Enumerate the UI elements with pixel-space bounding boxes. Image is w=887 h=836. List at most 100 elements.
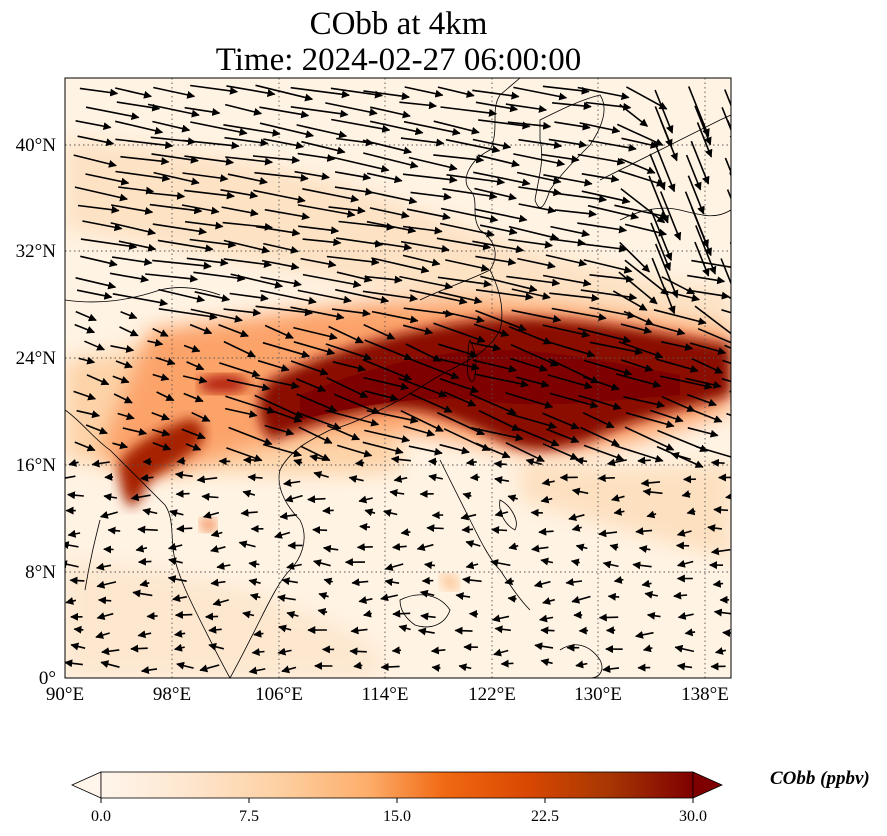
wind-arrow (513, 425, 560, 447)
colorbar-tick-label: 22.5 (531, 808, 559, 825)
wind-arrow (598, 529, 618, 538)
wind-arrow (300, 445, 331, 462)
wind-arrow (182, 139, 240, 150)
wind-arrow (609, 543, 619, 552)
wind-arrow (248, 560, 260, 569)
wind-arrow (362, 358, 413, 381)
wind-arrow (430, 646, 446, 655)
wind-arrow (583, 376, 620, 391)
x-tick-label: 122°E (468, 684, 516, 705)
wind-arrow (281, 665, 297, 674)
wind-arrow (589, 341, 644, 356)
wind-arrow (362, 139, 412, 155)
wind-arrow (644, 590, 658, 599)
wind-arrow (223, 308, 262, 317)
wind-arrow (135, 544, 148, 553)
wind-arrow (230, 273, 284, 289)
wind-arrow (115, 170, 171, 182)
wind-arrow (475, 309, 527, 332)
wind-arrow (255, 84, 314, 102)
wind-arrow (350, 626, 368, 635)
wind-arrow (393, 474, 408, 483)
wind-arrow (331, 308, 371, 317)
wind-arrow (76, 289, 113, 300)
wind-arrow (618, 271, 658, 305)
wind-arrow (552, 192, 607, 203)
wind-arrow (335, 237, 384, 248)
wind-arrow (176, 661, 194, 670)
wind-arrow (400, 240, 450, 253)
wind-arrow (462, 576, 482, 584)
wind-arrow (383, 509, 398, 517)
wind-arrow (354, 458, 365, 467)
wind-arrow (646, 611, 661, 620)
wind-arrow (494, 476, 510, 484)
wind-arrow (734, 327, 763, 337)
wind-arrow (685, 154, 702, 191)
wind-arrow (733, 138, 748, 176)
wind-arrow (259, 122, 314, 139)
wind-arrow (433, 120, 480, 135)
wind-arrow (189, 323, 213, 335)
wind-arrow (533, 580, 551, 588)
wind-arrow (730, 205, 731, 207)
wind-arrow (353, 661, 363, 670)
wind-arrow (73, 154, 117, 168)
wind-arrow (398, 377, 448, 398)
wind-arrow (167, 575, 187, 583)
figure-title: CObb at 4km (309, 6, 488, 42)
wind-arrow (443, 391, 477, 407)
wind-arrow (518, 138, 563, 149)
wind-arrow (80, 238, 138, 251)
wind-arrow (82, 220, 123, 232)
wind-arrow (95, 631, 110, 639)
wind-arrow (326, 255, 380, 266)
wind-arrow (613, 575, 624, 584)
wind-arrow (223, 239, 271, 254)
wind-arrow (362, 290, 418, 302)
wind-arrow (439, 358, 480, 371)
wind-arrow (597, 474, 615, 483)
wind-arrow (322, 506, 334, 515)
wind-arrow (122, 427, 148, 436)
wind-arrow (539, 614, 554, 623)
wind-arrow (111, 256, 153, 266)
wind-arrow (138, 557, 152, 566)
wind-arrow (641, 579, 652, 588)
wind-arrow (73, 390, 97, 401)
wind-arrow (290, 106, 349, 118)
wind-arrow (384, 563, 404, 571)
wind-arrow (297, 289, 352, 304)
wind-arrow (474, 373, 529, 388)
wind-arrow (691, 357, 724, 374)
wind-arrow (540, 658, 553, 667)
wind-arrow (68, 458, 79, 467)
wind-arrow (183, 392, 204, 403)
wind-arrow (238, 540, 256, 549)
wind-arrow (116, 101, 161, 112)
wind-arrow (364, 339, 413, 361)
wind-arrow (278, 624, 292, 633)
wind-arrow (542, 597, 556, 605)
wind-arrow (300, 257, 337, 268)
wind-arrow (366, 409, 419, 424)
wind-arrow (205, 612, 219, 621)
wind-arrow (240, 508, 258, 517)
wind-arrow (646, 510, 657, 519)
wind-arrow (472, 359, 517, 373)
wind-arrow (399, 275, 453, 290)
wind-arrow (602, 560, 619, 569)
wind-arrow (477, 154, 520, 168)
wind-arrow (115, 120, 164, 135)
wind-arrow (392, 542, 407, 551)
wind-arrow (186, 257, 229, 267)
wind-arrow (694, 105, 712, 146)
wind-arrow (424, 561, 436, 570)
wind-arrow (402, 324, 434, 335)
wind-arrow (363, 90, 410, 101)
wind-arrow (152, 223, 207, 236)
wind-arrow (189, 238, 237, 249)
wind-arrow (398, 624, 411, 633)
wind-arrow (293, 341, 336, 356)
wind-arrow (220, 189, 259, 199)
